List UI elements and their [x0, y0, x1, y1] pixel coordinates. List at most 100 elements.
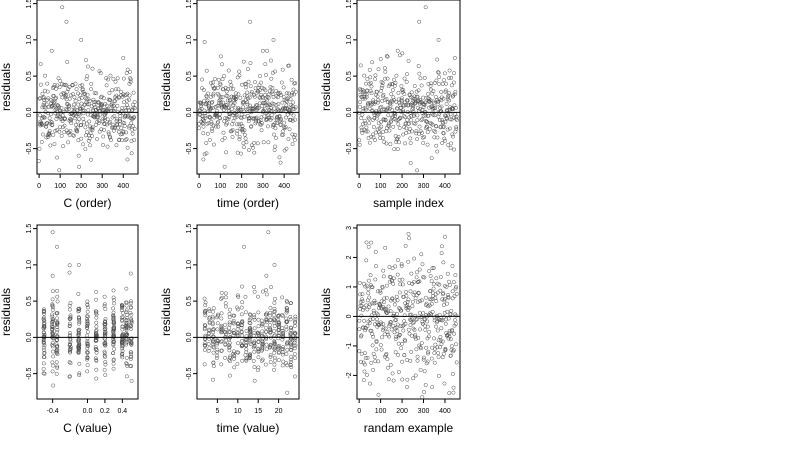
data-point: [42, 321, 47, 326]
data-point: [411, 106, 416, 111]
data-point: [402, 353, 407, 357]
data-point: [379, 79, 384, 84]
data-point: [67, 85, 72, 89]
data-point: [248, 326, 253, 330]
data-point: [49, 120, 54, 125]
data-point: [452, 318, 457, 323]
data-point: [87, 119, 92, 124]
data-point: [245, 102, 250, 107]
data-point: [54, 330, 59, 335]
data-point: [231, 118, 236, 123]
data-point: [450, 132, 455, 137]
data-point: [437, 82, 441, 86]
data-point: [408, 141, 413, 146]
data-point: [75, 129, 80, 134]
data-point: [120, 303, 125, 308]
data-point: [95, 113, 100, 118]
data-point: [76, 315, 81, 320]
data-point: [39, 140, 44, 144]
data-point: [361, 360, 366, 365]
data-point: [103, 330, 108, 334]
data-point: [362, 318, 366, 323]
data-point: [210, 129, 215, 133]
data-point: [409, 271, 414, 276]
data-point: [406, 308, 411, 313]
data-point: [403, 243, 408, 248]
scatter-panel-1: 0 100 200 300 400-0.50.00.51.01.5C (order)re…: [0, 0, 139, 210]
y-tick-label: -0.5: [26, 142, 33, 154]
data-point: [76, 292, 81, 296]
data-point: [277, 327, 282, 332]
data-point: [436, 354, 441, 359]
data-point: [407, 306, 412, 310]
data-point: [272, 313, 276, 318]
data-point: [422, 275, 427, 280]
data-point: [49, 48, 54, 53]
data-point: [452, 92, 457, 97]
data-point: [292, 343, 297, 348]
data-point: [408, 323, 413, 327]
data-point: [129, 326, 133, 331]
data-point: [362, 369, 367, 374]
data-point: [120, 310, 125, 315]
y-tick-label: 1.0: [346, 35, 353, 45]
data-point: [206, 349, 211, 353]
data-point: [382, 296, 387, 301]
data-point: [280, 329, 285, 333]
data-point: [132, 138, 137, 142]
y-tick-label: 0.5: [186, 71, 193, 81]
data-point: [76, 329, 81, 334]
data-point: [101, 96, 106, 101]
data-point: [252, 339, 257, 344]
data-point: [85, 318, 90, 323]
data-point: [128, 69, 133, 74]
data-point: [247, 318, 252, 323]
data-point: [72, 95, 77, 100]
data-point: [414, 89, 419, 94]
data-point: [273, 120, 278, 125]
data-point: [55, 348, 60, 353]
data-point: [52, 101, 57, 106]
data-point: [252, 330, 257, 335]
data-point: [389, 118, 394, 123]
data-point: [285, 300, 290, 305]
data-point: [436, 70, 441, 75]
data-point: [236, 341, 241, 346]
data-point: [112, 321, 116, 326]
data-point: [117, 122, 122, 127]
data-point: [71, 133, 76, 138]
data-point: [116, 95, 121, 100]
data-point: [432, 128, 436, 133]
data-point: [400, 341, 405, 346]
data-point: [51, 383, 56, 388]
data-point: [52, 82, 57, 87]
data-point: [408, 289, 413, 294]
data-point: [288, 317, 293, 322]
data-point: [207, 328, 212, 333]
data-point: [128, 271, 133, 276]
data-point: [41, 316, 46, 321]
data-point: [50, 327, 55, 332]
data-point: [402, 92, 407, 97]
data-point: [360, 292, 365, 297]
data-point: [440, 141, 445, 146]
data-point: [429, 301, 434, 306]
data-point: [68, 301, 73, 305]
data-point: [220, 138, 225, 143]
data-point: [412, 256, 417, 261]
y-tick-label: 0.0: [346, 107, 353, 117]
data-point: [111, 295, 116, 300]
data-point: [56, 114, 61, 119]
y-tick-label: 0.0: [26, 107, 33, 117]
data-point: [76, 262, 81, 267]
data-point: [415, 354, 420, 359]
data-point: [70, 133, 75, 137]
data-point: [375, 127, 380, 132]
data-point: [132, 100, 137, 105]
data-point: [397, 333, 402, 338]
data-point: [402, 100, 407, 105]
data-point: [446, 295, 451, 300]
data-point: [112, 99, 117, 104]
